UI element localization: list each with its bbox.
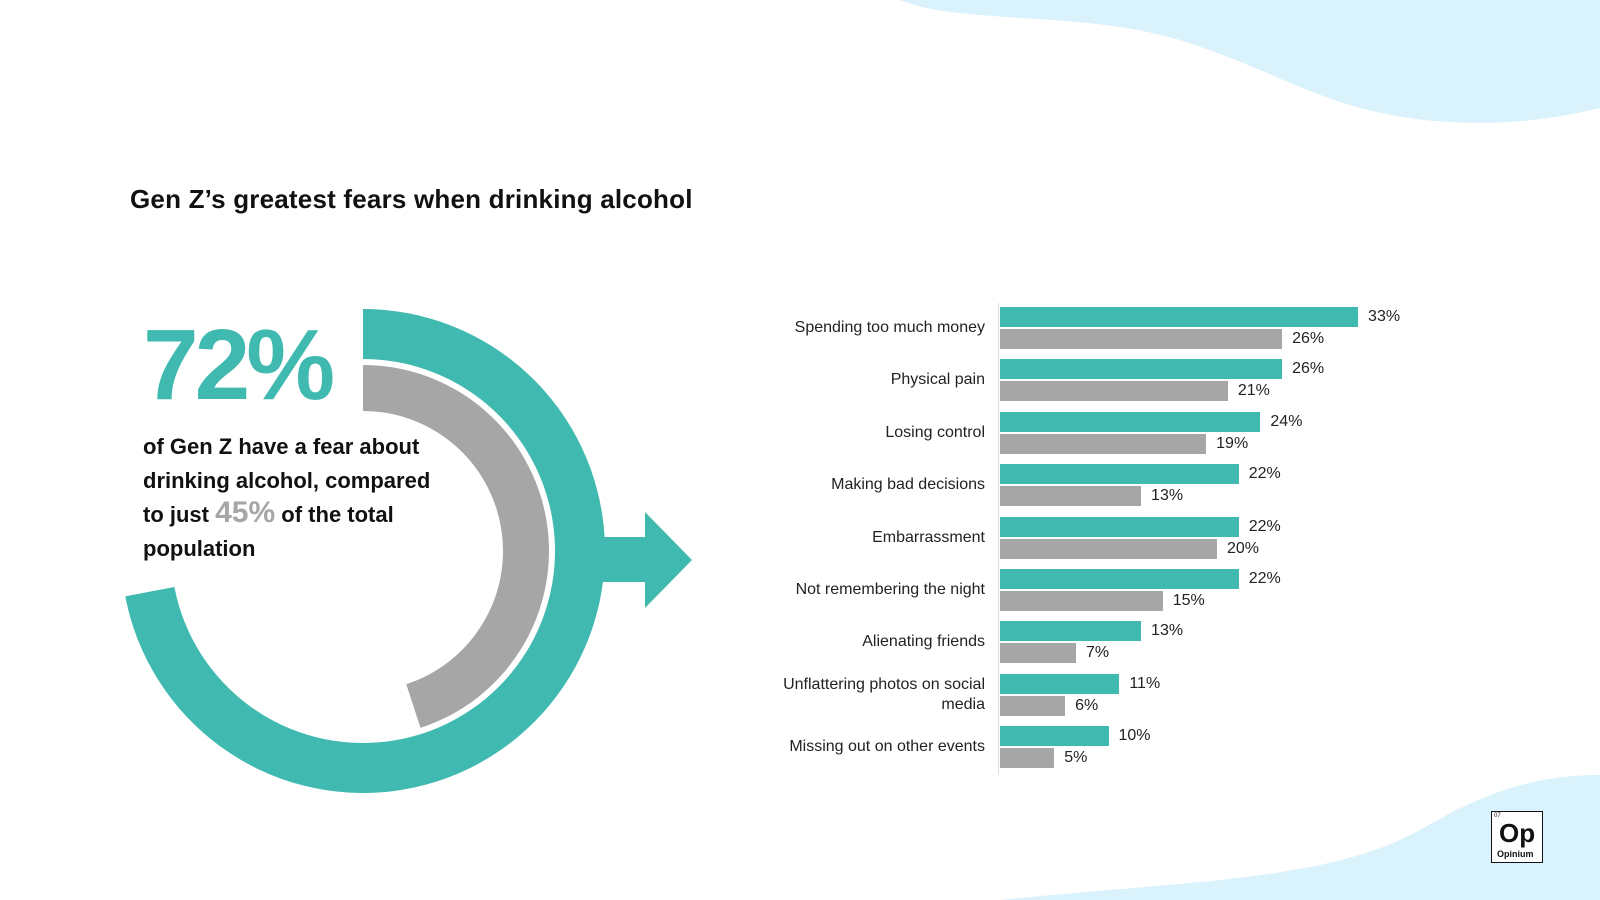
- category-label: Making bad decisions: [831, 476, 985, 494]
- chart-axis: [998, 303, 999, 775]
- data-label: 13%: [1151, 487, 1184, 505]
- category-label: Alienating friends: [862, 633, 985, 651]
- total-population-bar: [1000, 695, 1066, 716]
- data-label: 6%: [1075, 696, 1099, 714]
- data-label: 22%: [1248, 570, 1281, 587]
- data-label: 20%: [1227, 539, 1260, 557]
- gen-z-bar: [1000, 673, 1120, 694]
- headline-text: of Gen Z have a fear about drinking alco…: [143, 434, 431, 561]
- headline-value: 72%: [143, 309, 335, 421]
- category-label: Unflattering photos on social media: [783, 675, 985, 713]
- data-label: 5%: [1064, 749, 1088, 767]
- category-label: Physical pain: [890, 371, 985, 389]
- opinium-logo: 07 Op Opinium: [1491, 811, 1543, 863]
- donut-chart: [125, 309, 692, 793]
- total-population-bar: [1000, 643, 1076, 664]
- gen-z-bar: [1000, 569, 1239, 589]
- bottom-right-blob: [1000, 775, 1600, 900]
- total-population-bar: [1000, 329, 1283, 349]
- total-population-arc: [363, 365, 549, 728]
- highlight-value: 45%: [215, 496, 276, 529]
- total-population-bar: [1000, 748, 1055, 769]
- data-label: 13%: [1151, 622, 1184, 640]
- data-label: 22%: [1248, 465, 1281, 483]
- data-label: 10%: [1118, 727, 1151, 745]
- data-label: 33%: [1368, 308, 1401, 325]
- gen-z-bar: [1000, 726, 1109, 747]
- category-label: Missing out on other events: [789, 738, 985, 756]
- data-label: 19%: [1216, 434, 1249, 452]
- gen-z-bar: [1000, 411, 1261, 432]
- total-population-bar: [1000, 381, 1228, 402]
- data-label: 26%: [1292, 360, 1325, 378]
- gen-z-bar: [1000, 307, 1359, 327]
- data-label: 15%: [1172, 592, 1205, 609]
- gen-z-bar: [1000, 621, 1142, 642]
- category-label: Not remembering the night: [795, 581, 985, 598]
- total-population-bar: [1000, 433, 1207, 454]
- data-label: 11%: [1129, 674, 1161, 692]
- data-label: 24%: [1270, 412, 1303, 430]
- category-label: Spending too much money: [794, 319, 985, 336]
- gen-z-bar: [1000, 516, 1239, 537]
- top-right-blob: [900, 0, 1600, 123]
- gen-z-bar: [1000, 464, 1239, 485]
- data-label: 26%: [1292, 330, 1325, 347]
- arrow-icon: [598, 512, 692, 608]
- total-population-bar: [1000, 538, 1217, 559]
- page-title: Gen Z’s greatest fears when drinking alc…: [130, 184, 693, 214]
- data-label: 22%: [1248, 517, 1281, 535]
- total-population-bar: [1000, 591, 1163, 611]
- category-label: Losing control: [885, 423, 985, 441]
- gen-z-bar: [1000, 359, 1283, 380]
- data-label: 21%: [1237, 382, 1270, 400]
- category-label: Embarrassment: [872, 528, 985, 546]
- total-population-bar: [1000, 486, 1142, 507]
- data-label: 7%: [1085, 644, 1110, 662]
